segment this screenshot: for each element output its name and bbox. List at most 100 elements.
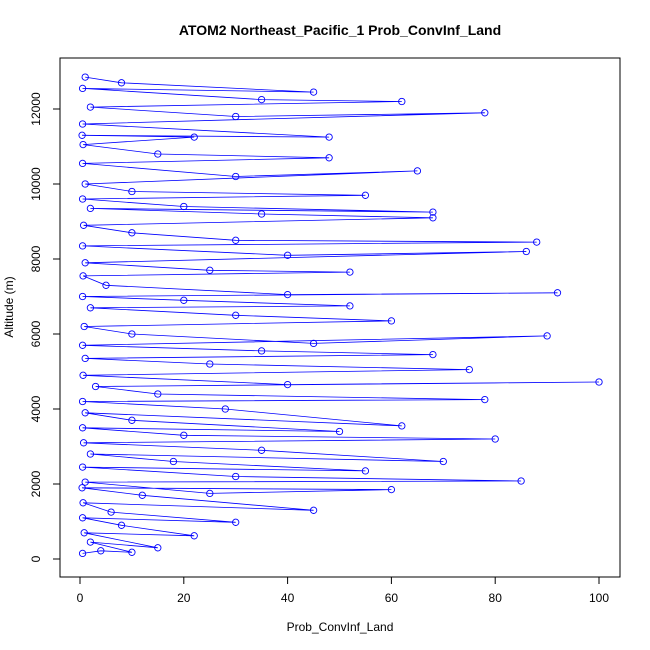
chart-title: ATOM2 Northeast_Pacific_1 Prob_ConvInf_L… xyxy=(179,22,501,38)
data-point xyxy=(387,317,396,325)
data-point xyxy=(117,521,126,529)
data-point xyxy=(309,339,318,348)
data-point xyxy=(398,97,406,106)
data-point xyxy=(154,150,162,158)
data-point xyxy=(79,140,87,149)
data-point xyxy=(481,395,489,404)
data-point xyxy=(481,109,489,117)
data-point xyxy=(180,296,188,304)
data-point xyxy=(309,506,318,514)
data-point xyxy=(232,112,240,121)
data-point xyxy=(335,427,344,436)
data-point xyxy=(80,529,88,537)
data-point xyxy=(325,133,333,141)
x-axis: 0 20 40 60 80 100 xyxy=(77,576,609,605)
data-point xyxy=(398,422,406,430)
y-tick-label: 8000 xyxy=(29,245,43,272)
data-point xyxy=(81,73,89,81)
data-point xyxy=(79,371,87,379)
data-point xyxy=(81,409,89,417)
data-point xyxy=(190,133,198,141)
data-point xyxy=(221,405,229,413)
data-point xyxy=(86,538,95,546)
data-point xyxy=(81,354,89,363)
data-point xyxy=(97,547,105,555)
data-point xyxy=(79,221,88,229)
data-point xyxy=(553,289,562,297)
x-axis-label: Prob_ConvInf_Land xyxy=(287,620,394,634)
data-point xyxy=(128,330,136,338)
series-line xyxy=(82,76,600,554)
data-point xyxy=(154,544,162,552)
data-point xyxy=(543,332,551,340)
data-point xyxy=(325,154,333,162)
data-point xyxy=(283,380,292,389)
data-point xyxy=(128,187,136,196)
data-point xyxy=(429,350,437,359)
data-point xyxy=(107,508,115,516)
data-point xyxy=(180,431,188,439)
data-point xyxy=(78,242,87,250)
data-point xyxy=(86,304,95,312)
data-point xyxy=(206,489,214,498)
data-point xyxy=(78,424,87,432)
y-tick-label: 2000 xyxy=(29,470,43,497)
data-point xyxy=(257,95,266,104)
data-point xyxy=(232,236,240,244)
data-point xyxy=(190,532,198,540)
data-point xyxy=(522,247,530,256)
data-point xyxy=(169,457,178,466)
data-point xyxy=(180,202,188,211)
data-point xyxy=(81,180,89,188)
data-point xyxy=(206,266,214,274)
data-point xyxy=(78,514,87,522)
data-point xyxy=(257,446,266,454)
data-point xyxy=(232,518,240,526)
data-point xyxy=(232,311,240,319)
y-axis: 0 2000 4000 6000 8000 10000 12000 xyxy=(29,92,61,562)
data-point xyxy=(465,365,473,374)
data-point xyxy=(439,457,447,466)
data-point xyxy=(86,450,95,458)
x-tick-label: 80 xyxy=(489,591,503,605)
x-tick-label: 40 xyxy=(281,591,295,605)
data-point xyxy=(79,272,87,280)
y-tick-label: 12000 xyxy=(29,92,43,126)
data-point xyxy=(154,390,162,398)
x-tick-label: 20 xyxy=(177,591,191,605)
data-point xyxy=(128,548,136,556)
data-point xyxy=(78,341,87,349)
data-point xyxy=(413,167,422,175)
data-point xyxy=(429,214,437,222)
x-tick-label: 0 xyxy=(77,591,84,605)
y-tick-label: 6000 xyxy=(29,320,43,347)
data-point xyxy=(257,210,266,218)
data-point xyxy=(78,397,87,406)
data-point xyxy=(361,467,370,475)
data-point xyxy=(346,268,354,276)
data-point xyxy=(128,229,136,237)
x-tick-label: 60 xyxy=(385,591,399,605)
data-point xyxy=(206,360,214,368)
data-point xyxy=(533,238,541,246)
data-point xyxy=(78,159,87,168)
data-point xyxy=(81,478,89,486)
data-point xyxy=(78,195,87,203)
data-point xyxy=(79,439,88,447)
x-tick-label: 100 xyxy=(589,591,609,605)
data-point xyxy=(78,549,87,558)
data-point xyxy=(81,259,89,267)
data-point xyxy=(429,208,437,216)
data-point xyxy=(138,491,146,499)
data-point xyxy=(283,251,292,259)
data-point xyxy=(309,88,318,96)
data-point xyxy=(491,435,499,443)
data-point xyxy=(361,191,370,199)
y-axis-label: Altitude (m) xyxy=(2,276,16,337)
data-point xyxy=(232,172,240,181)
data-point xyxy=(257,347,266,355)
y-tick-label: 4000 xyxy=(29,395,43,422)
data-point xyxy=(517,477,525,485)
series-prob-convinf-land xyxy=(78,73,603,558)
data-point xyxy=(595,378,603,386)
